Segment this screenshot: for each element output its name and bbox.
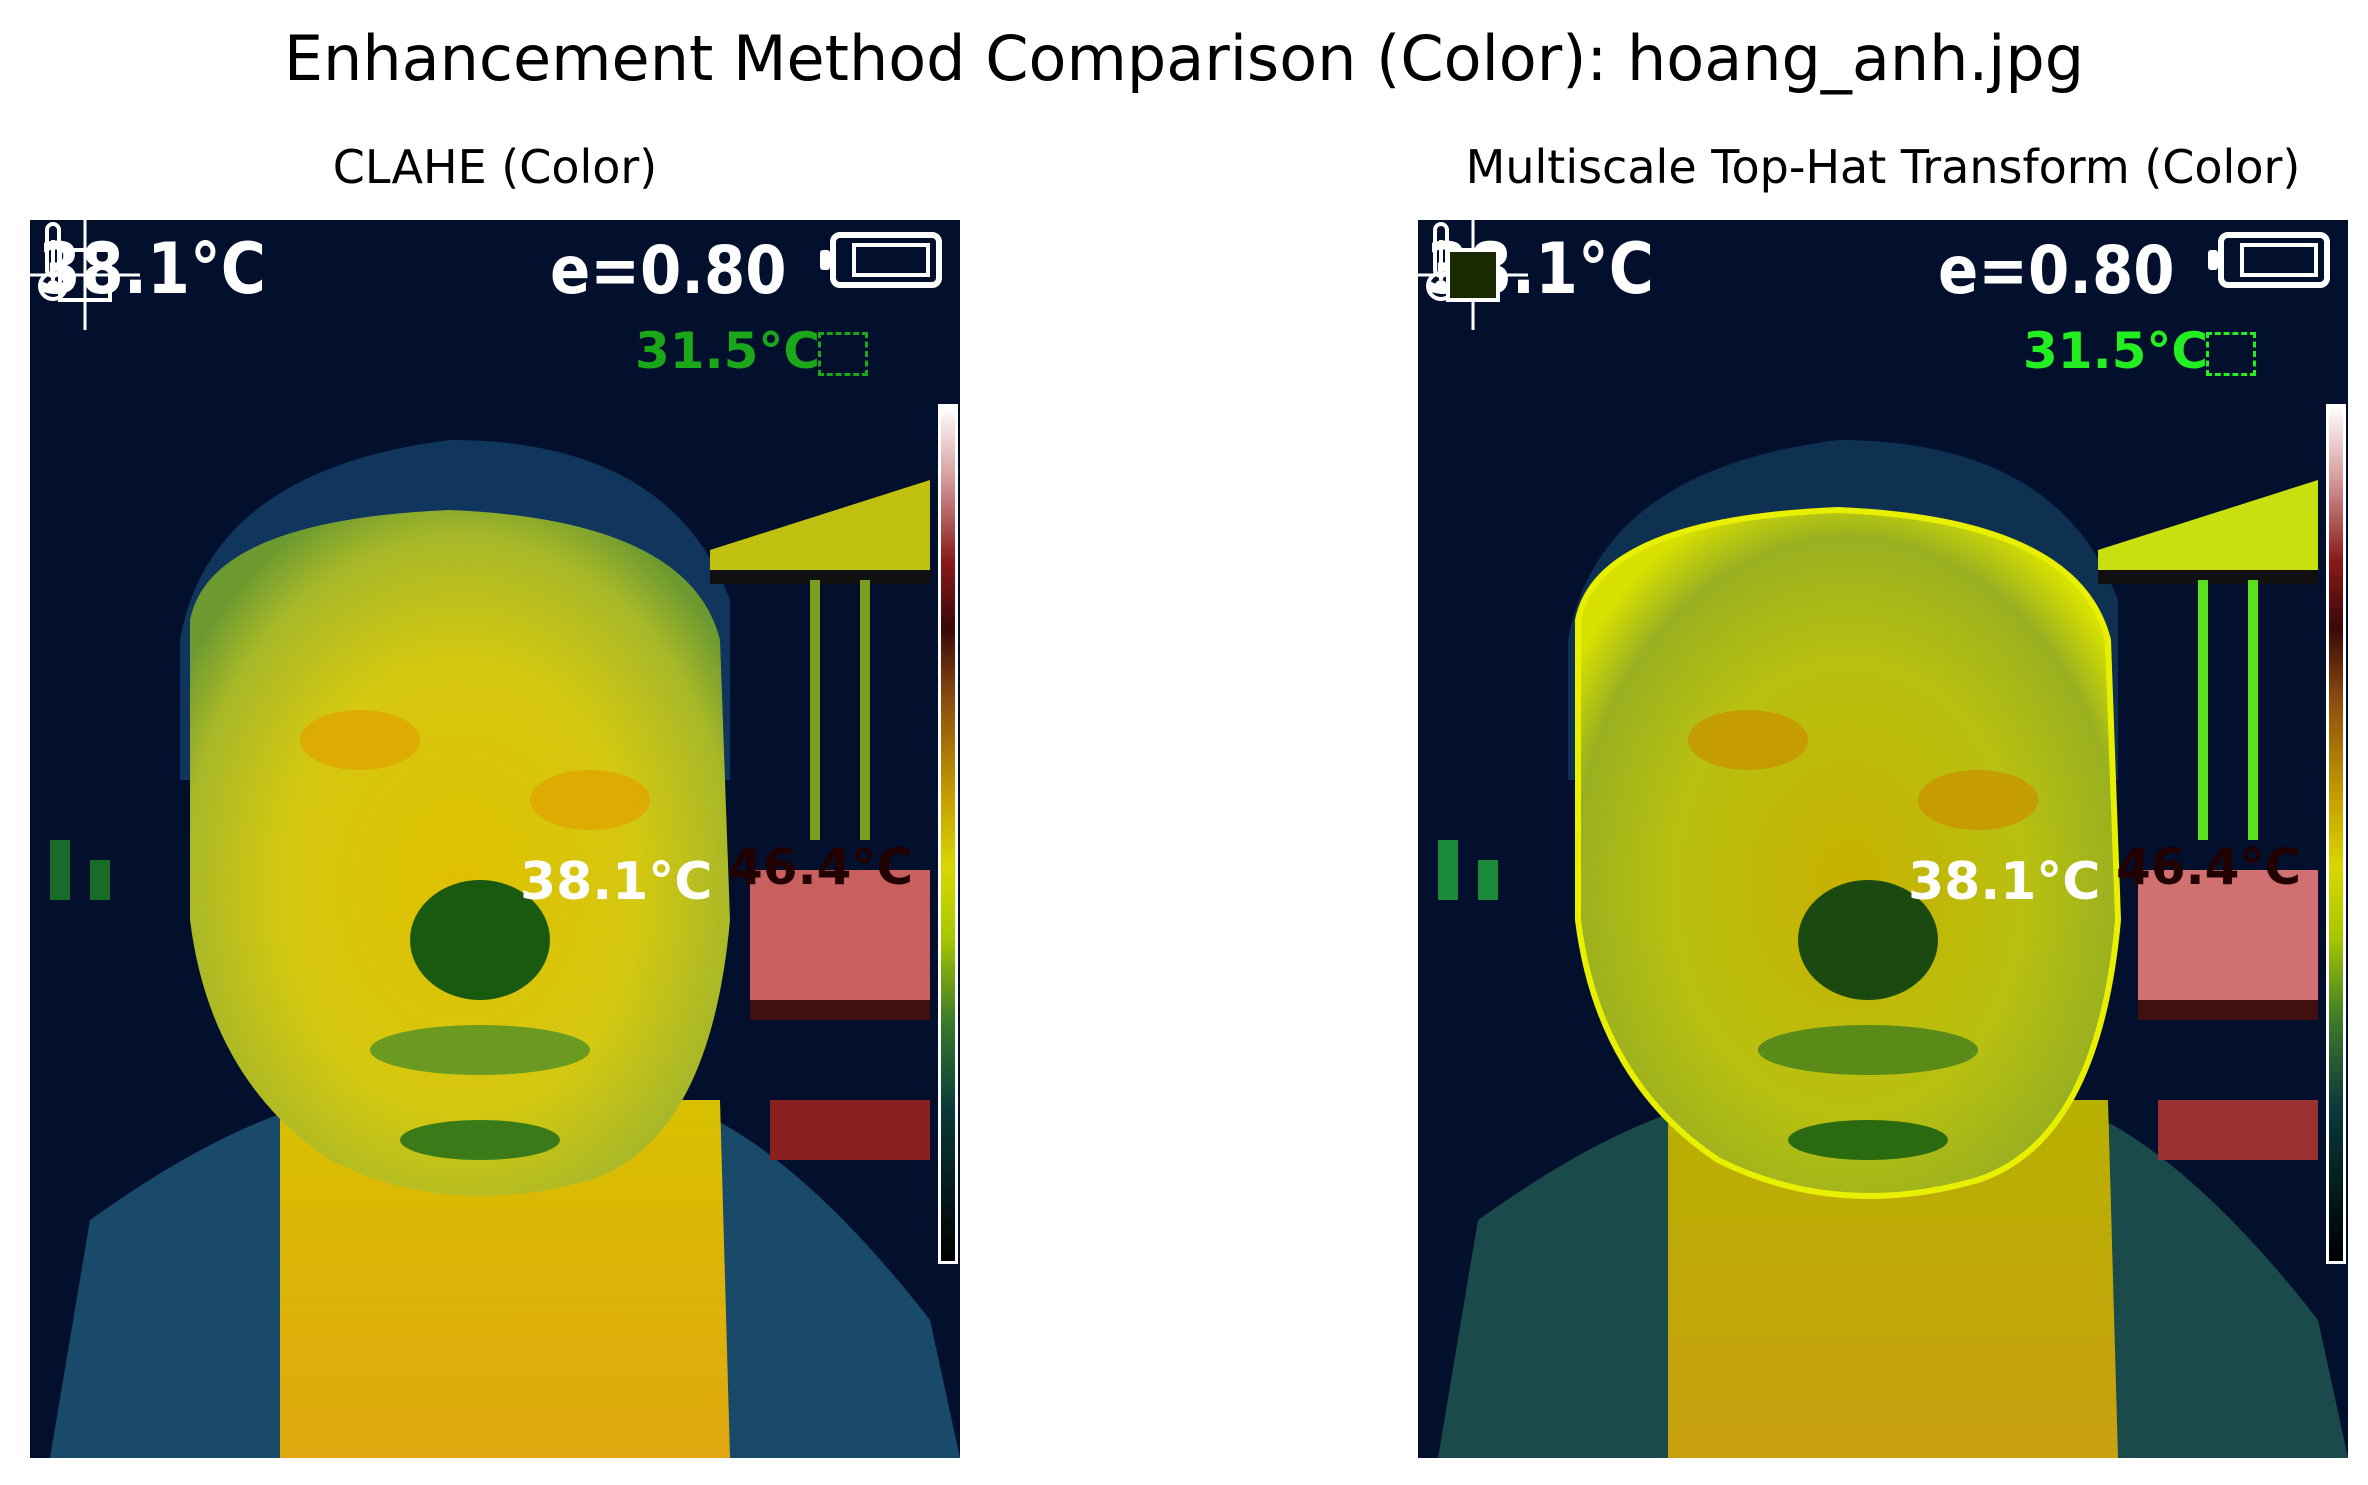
main-temperature-readout: 38.1°C bbox=[38, 228, 267, 310]
hot-spot-temperature: 46.4°C bbox=[2116, 838, 2302, 896]
panel-title-tophat: Multiscale Top-Hat Transform (Color) bbox=[1465, 140, 2301, 194]
crosshair-icon bbox=[30, 220, 140, 330]
reference-marker-icon bbox=[2206, 332, 2256, 376]
hot-spot-temperature: 46.4°C bbox=[728, 838, 914, 896]
spot-temperature: 38.1°C bbox=[1908, 852, 2101, 912]
reference-marker-icon bbox=[818, 332, 868, 376]
figure-title: Enhancement Method Comparison (Color): h… bbox=[283, 22, 2085, 95]
panel-title-clahe: CLAHE (Color) bbox=[332, 140, 658, 194]
battery-icon bbox=[820, 232, 942, 288]
emissivity-readout: e=0.80 bbox=[1938, 232, 2175, 309]
temperature-colorbar bbox=[938, 404, 958, 1264]
emissivity-readout: e=0.80 bbox=[550, 232, 787, 309]
battery-icon bbox=[2208, 232, 2330, 288]
thermal-image-tophat: 38.1°C e=0.80 31.5°C 38.1°C 46.4°C bbox=[1418, 220, 2348, 1458]
thermal-image-clahe: 38.1°C e=0.80 31.5°C 38.1°C 46.4°C bbox=[30, 220, 960, 1458]
thermal-scene-tophat bbox=[1418, 220, 2348, 1458]
panel-clahe: CLAHE (Color) bbox=[30, 140, 960, 1458]
temperature-colorbar bbox=[2326, 404, 2346, 1264]
spot-temperature: 38.1°C bbox=[520, 852, 713, 912]
thermal-scene-clahe bbox=[30, 220, 960, 1458]
reference-temperature: 31.5°C bbox=[2023, 322, 2209, 380]
crosshair-icon bbox=[1418, 220, 1528, 330]
reference-temperature: 31.5°C bbox=[635, 322, 821, 380]
panel-tophat: Multiscale Top-Hat Transform (Color) bbox=[1418, 140, 2348, 1458]
